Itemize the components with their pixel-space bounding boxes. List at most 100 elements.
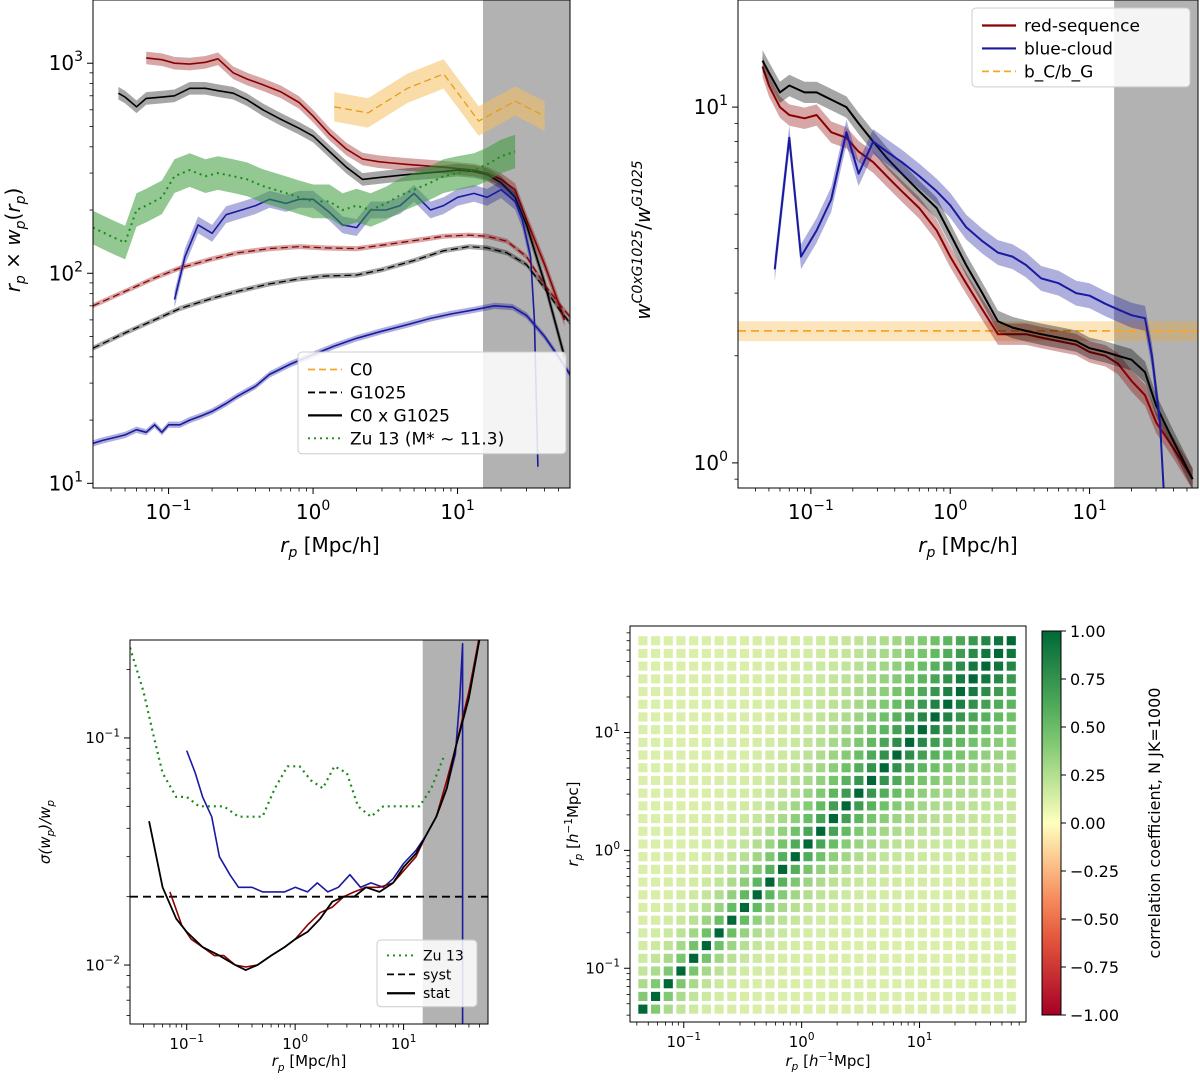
matrix-cell [866,915,877,925]
matrix-cell [841,890,851,900]
matrix-cell [930,1004,940,1014]
colorbar-tick-label: 0.25 [1070,766,1106,785]
matrix-cell [943,953,953,963]
matrix-cell [841,750,851,760]
matrix-cell [943,648,953,659]
matrix-cell [676,763,686,773]
matrix-cell [854,750,864,760]
matrix-cell [905,979,915,989]
matrix-cell [739,979,750,989]
matrix-cell [765,928,775,938]
matrix-cell [765,725,775,735]
matrix-cell [968,941,978,951]
matrix-cell [981,852,991,862]
matrix-cell [892,750,902,760]
matrix-cell [765,991,775,1002]
matrix-cell [650,877,661,887]
matrix-cell [650,915,661,925]
matrix-cell [866,699,877,709]
matrix-cell [701,763,711,773]
legend-box [376,939,478,1008]
matrix-cell [828,902,838,913]
matrix-cell [803,661,813,671]
matrix-cell [828,890,838,900]
matrix-cell [790,775,800,786]
matrix-cell [892,890,902,900]
matrix-cell [905,826,915,836]
matrix-cell [727,801,737,811]
matrix-cell [866,661,877,671]
matrix-cell [892,661,902,671]
matrix-cell [739,686,750,697]
matrix-cell [930,979,940,989]
matrix-cell [905,915,915,925]
matrix-cell [981,966,991,976]
matrix-cell [701,852,711,862]
matrix-cell [943,852,953,862]
matrix-cell [752,699,762,709]
matrix-cell [790,915,800,925]
matrix-cell [778,814,788,824]
matrix-cell [765,814,775,824]
matrix-cell [981,712,991,722]
matrix-cell [828,674,838,684]
matrix-cell [930,686,940,697]
matrix-cell [739,750,750,760]
matrix-cell [752,852,762,862]
matrix-cell [790,750,800,760]
matrix-cell [955,877,966,887]
matrix-cell [917,674,927,684]
matrix-cell [841,788,851,798]
matrix-cell [714,902,724,913]
matrix-cell [968,686,978,697]
matrix-cell [905,864,915,874]
matrix-cell [701,648,711,659]
matrix-cell [828,801,838,811]
matrix-cell [930,966,940,976]
matrix-cell [816,788,826,798]
matrix-cell [752,966,762,976]
matrix-cell [638,801,648,811]
matrix-cell [778,877,788,887]
matrix-cell [803,775,813,786]
matrix-cell [917,661,927,671]
matrix-cell [676,737,686,747]
matrix-cell [1006,890,1016,900]
matrix-cell [650,1004,661,1014]
matrix-cell [828,814,838,824]
matrix-cell [714,864,724,874]
matrix-cell [905,890,915,900]
matrix-cell [917,737,927,747]
matrix-cell [968,699,978,709]
matrix-cell [981,648,991,659]
matrix-cell [930,839,940,849]
matrix-cell [854,890,864,900]
matrix-cell [866,864,877,874]
matrix-cell [778,636,788,646]
matrix-cell [968,750,978,760]
matrix-cell [790,712,800,722]
matrix-cell [727,941,737,951]
matrix-cell [917,928,927,938]
matrix-cell [739,763,750,773]
matrix-cell [993,750,1004,760]
matrix-cell [1006,979,1016,989]
matrix-cell [930,725,940,735]
matrix-cell [689,864,699,874]
matrix-cell [917,991,927,1002]
matrix-cell [828,852,838,862]
matrix-cell [638,839,648,849]
matrix-cell [841,839,851,849]
matrix-cell [778,839,788,849]
matrix-cell [727,852,737,862]
matrix-cell [701,686,711,697]
matrix-cell [892,763,902,773]
matrix-cell [841,966,851,976]
matrix-cell [727,725,737,735]
matrix-cell [993,979,1004,989]
matrix-cell [676,877,686,887]
series-band [93,134,516,260]
matrix-cell [930,801,940,811]
matrix-cell [816,928,826,938]
matrix-cell [689,775,699,786]
